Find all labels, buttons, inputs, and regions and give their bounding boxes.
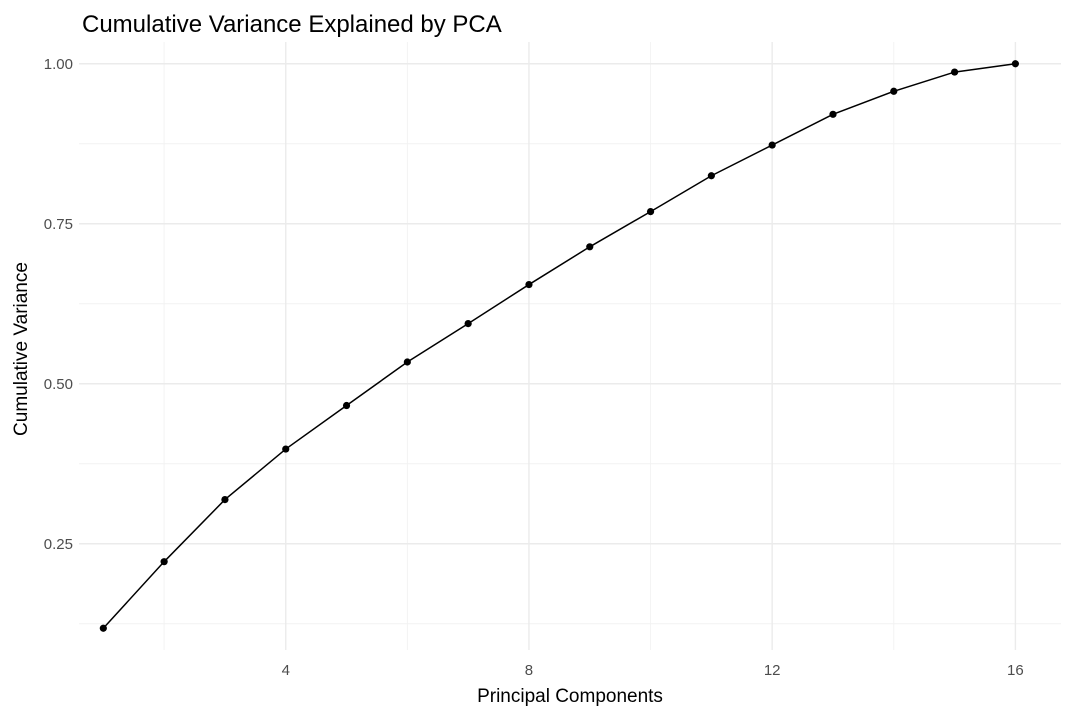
data-point: [282, 445, 290, 453]
data-point: [160, 558, 168, 566]
x-tick-label: 12: [764, 662, 781, 679]
x-tick-label: 8: [525, 662, 533, 679]
data-point: [829, 110, 837, 118]
x-axis-title: Principal Components: [477, 686, 663, 707]
data-point: [99, 624, 107, 632]
data-point: [525, 280, 533, 289]
y-axis-tick-labels: 0.25 0.50 0.75 1.00: [44, 56, 73, 553]
x-axis-tick-labels: 4 8 12 16: [282, 662, 1024, 679]
data-point: [1011, 60, 1019, 68]
minor-gridlines: [79, 42, 1061, 650]
y-axis-title: Cumulative Variance: [11, 262, 32, 436]
series-line: [102, 63, 1016, 629]
y-tick-label: 0.50: [44, 376, 73, 393]
y-tick-label: 1.00: [44, 56, 73, 73]
y-tick-label: 0.75: [44, 216, 73, 233]
data-point: [464, 320, 472, 328]
data-point: [646, 208, 655, 216]
x-tick-label: 16: [1007, 662, 1024, 679]
x-tick-label: 4: [282, 662, 290, 679]
major-gridlines: [79, 42, 1061, 650]
data-point: [768, 141, 776, 149]
data-point: [342, 401, 351, 410]
data-point: [221, 496, 229, 504]
data-point: [403, 358, 411, 366]
data-point: [950, 68, 959, 76]
data-points: [99, 60, 1019, 632]
data-point: [707, 172, 715, 180]
data-point: [890, 87, 898, 95]
chart-title: Cumulative Variance Explained by PCA: [82, 11, 502, 38]
y-tick-label: 0.25: [44, 536, 73, 553]
data-point: [586, 243, 594, 251]
series-layer: [102, 63, 1016, 629]
